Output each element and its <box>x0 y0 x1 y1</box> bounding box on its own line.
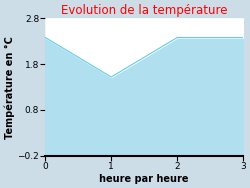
Title: Evolution de la température: Evolution de la température <box>61 4 228 17</box>
X-axis label: heure par heure: heure par heure <box>100 174 189 184</box>
Y-axis label: Température en °C: Température en °C <box>4 36 15 139</box>
